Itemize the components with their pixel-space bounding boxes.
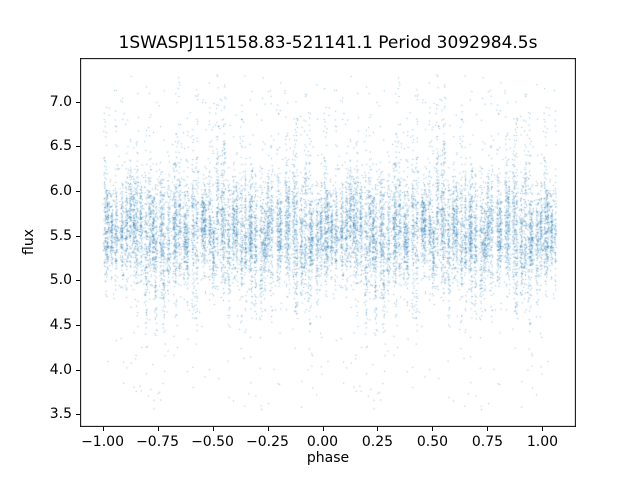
x-tick-mark (102, 427, 104, 431)
y-tick-label: 4.5 (49, 317, 72, 334)
y-tick-mark (76, 235, 80, 237)
y-tick-label: 5.0 (49, 272, 72, 289)
plot-area (80, 58, 576, 427)
y-tick-mark (76, 101, 80, 103)
chart-title: 1SWASPJ115158.83-521141.1 Period 3092984… (118, 33, 538, 53)
x-tick-mark (212, 427, 214, 431)
x-tick-mark (267, 427, 269, 431)
x-tick-label: −0.25 (246, 434, 289, 450)
y-tick-mark (76, 191, 80, 193)
y-tick-label: 4.0 (49, 361, 72, 378)
x-tick-mark (542, 427, 544, 431)
x-tick-mark (432, 427, 434, 431)
x-axis-label: phase (306, 450, 350, 466)
y-tick-label: 6.5 (49, 138, 72, 155)
y-tick-mark (76, 325, 80, 327)
x-tick-label: −1.00 (81, 434, 124, 450)
y-tick-label: 3.5 (49, 406, 72, 423)
y-axis-label: flux (21, 229, 37, 255)
x-tick-mark (322, 427, 324, 431)
plot-canvas (80, 58, 576, 427)
y-tick-mark (76, 146, 80, 148)
y-tick-label: 7.0 (49, 93, 72, 110)
x-tick-label: −0.75 (136, 434, 179, 450)
y-tick-label: 6.0 (49, 183, 72, 200)
x-tick-label: 0.25 (361, 434, 394, 450)
y-tick-label: 5.5 (49, 227, 72, 244)
y-tick-mark (76, 414, 80, 416)
x-tick-mark (487, 427, 489, 431)
y-tick-mark (76, 369, 80, 371)
x-tick-mark (157, 427, 159, 431)
x-tick-mark (377, 427, 379, 431)
y-tick-mark (76, 280, 80, 282)
x-tick-label: 1.00 (526, 434, 559, 450)
x-tick-label: 0.75 (471, 434, 504, 450)
x-tick-label: 0.00 (306, 434, 339, 450)
x-tick-label: 0.50 (416, 434, 449, 450)
x-tick-label: −0.50 (191, 434, 234, 450)
